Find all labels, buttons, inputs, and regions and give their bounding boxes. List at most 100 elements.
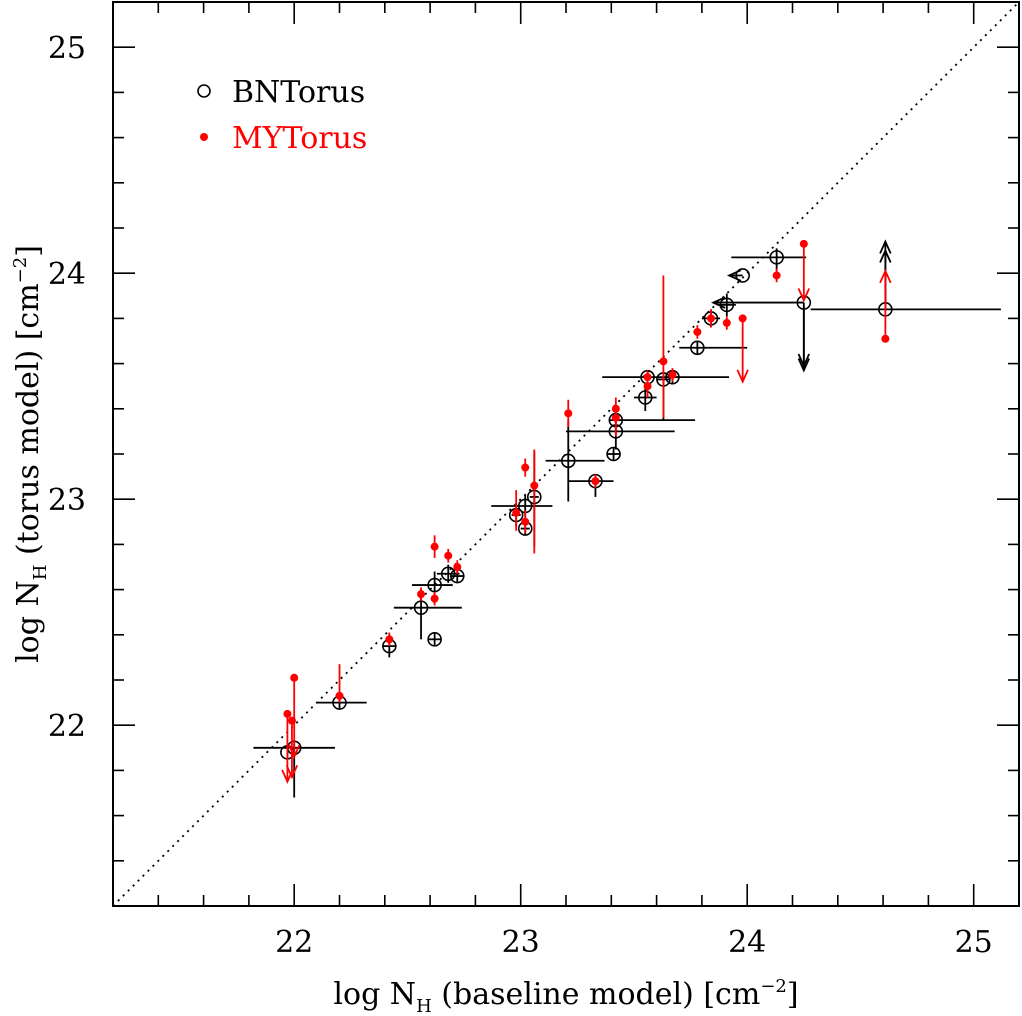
mytorus-point (564, 399, 573, 427)
y-upper-limit-arrow-head (797, 288, 810, 303)
y-lower-limit-arrow-head (879, 239, 892, 254)
mytorus-marker (693, 327, 702, 336)
mytorus-marker (444, 551, 453, 560)
y-upper-limit-arrow-head (797, 353, 810, 369)
series-bntorus (253, 239, 1001, 798)
bntorus-point (608, 412, 696, 428)
mytorus-marker (881, 334, 890, 343)
mytorus-point (797, 239, 810, 303)
bntorus-point (606, 446, 621, 462)
bntorus-point (566, 424, 675, 450)
bntorus-marker (560, 453, 576, 469)
bntorus-point (726, 268, 750, 283)
bntorus-marker (413, 600, 429, 615)
mytorus-point (417, 587, 426, 601)
mytorus-point (591, 474, 600, 488)
mytorus-point (772, 268, 781, 283)
legend-marker-bntorus (197, 84, 211, 98)
x-tick-label: 25 (955, 925, 993, 960)
x-axis-label: log NH (baseline model) [cm−2] (333, 976, 798, 1016)
mytorus-marker (430, 542, 439, 551)
y-tick-label: 23 (48, 483, 86, 518)
mytorus-marker (453, 563, 462, 571)
mytorus-point (643, 370, 652, 384)
bntorus-marker (690, 340, 705, 356)
mytorus-point (521, 458, 530, 477)
y-tick-label: 24 (48, 257, 86, 292)
y-lower-limit-arrow-head (879, 248, 892, 263)
legend-label-mytorus: MYTorus (232, 121, 367, 156)
mytorus-marker (668, 370, 677, 379)
bntorus-point (679, 340, 748, 356)
y-upper-limit-arrow-head (797, 358, 810, 373)
mytorus-point (512, 490, 521, 531)
bntorus-point (436, 564, 460, 583)
mytorus-marker (530, 481, 539, 490)
bntorus-point (427, 632, 442, 647)
legend: BNTorus MYTorus (197, 75, 367, 156)
mytorus-point (693, 325, 702, 339)
mytorus-marker (283, 709, 292, 718)
mytorus-marker (521, 517, 530, 526)
mytorus-point (736, 314, 749, 384)
y-upper-limit-arrow-head (288, 744, 301, 760)
bntorus-point (568, 473, 614, 497)
mytorus-point (285, 716, 299, 780)
bntorus-marker (427, 577, 442, 593)
mytorus-point (288, 673, 301, 760)
x-tick-label: 23 (502, 925, 540, 960)
mytorus-point (611, 411, 620, 425)
mytorus-marker (611, 413, 620, 422)
mytorus-marker (738, 314, 747, 323)
bntorus-point (393, 589, 462, 640)
bntorus-marker (769, 250, 784, 265)
x-tick-label: 22 (275, 925, 313, 960)
mytorus-point (430, 535, 439, 558)
bntorus-point (810, 239, 1001, 317)
x-tick-label: 24 (728, 925, 766, 960)
y-tick-label: 25 (48, 31, 86, 66)
bntorus-point (711, 295, 812, 373)
bntorus-marker (637, 390, 653, 405)
mytorus-point (385, 632, 394, 647)
mytorus-marker (722, 318, 731, 327)
mytorus-point (453, 560, 462, 574)
y-upper-limit-arrow-head (736, 369, 749, 384)
bntorus-marker (735, 268, 750, 283)
bntorus-point (545, 420, 605, 502)
mytorus-marker (591, 477, 600, 486)
mytorus-point (430, 591, 439, 606)
bntorus-marker (440, 566, 456, 582)
mytorus-marker (521, 463, 530, 472)
mytorus-point (706, 309, 715, 328)
bntorus-marker (606, 446, 621, 462)
bntorus-point (731, 248, 807, 271)
y-lower-limit-arrow-head (879, 268, 892, 284)
bntorus-marker (427, 632, 442, 647)
mytorus-point (659, 275, 668, 418)
mytorus-marker (643, 373, 652, 382)
mytorus-marker (335, 691, 344, 700)
legend-label-bntorus: BNTorus (232, 75, 365, 110)
mytorus-marker (417, 590, 426, 599)
y-tick-label: 22 (48, 709, 86, 744)
mytorus-marker (287, 716, 296, 725)
mytorus-point (335, 664, 344, 703)
mytorus-marker (772, 271, 781, 280)
mytorus-marker (659, 357, 668, 366)
mytorus-point (668, 368, 677, 382)
y-axis-label: log NH (torus model) [cm−2] (10, 245, 51, 663)
mytorus-marker (512, 508, 521, 517)
plot-frame (112, 1, 1020, 907)
mytorus-marker (643, 382, 652, 391)
mytorus-point (521, 510, 530, 534)
mytorus-marker (290, 673, 299, 682)
mytorus-marker (799, 239, 808, 248)
y-upper-limit-arrow-head (285, 764, 299, 780)
mytorus-marker (430, 594, 439, 603)
mytorus-point (879, 268, 892, 343)
mytorus-marker (385, 635, 394, 644)
mytorus-point (530, 449, 539, 554)
series-mytorus (281, 239, 892, 784)
